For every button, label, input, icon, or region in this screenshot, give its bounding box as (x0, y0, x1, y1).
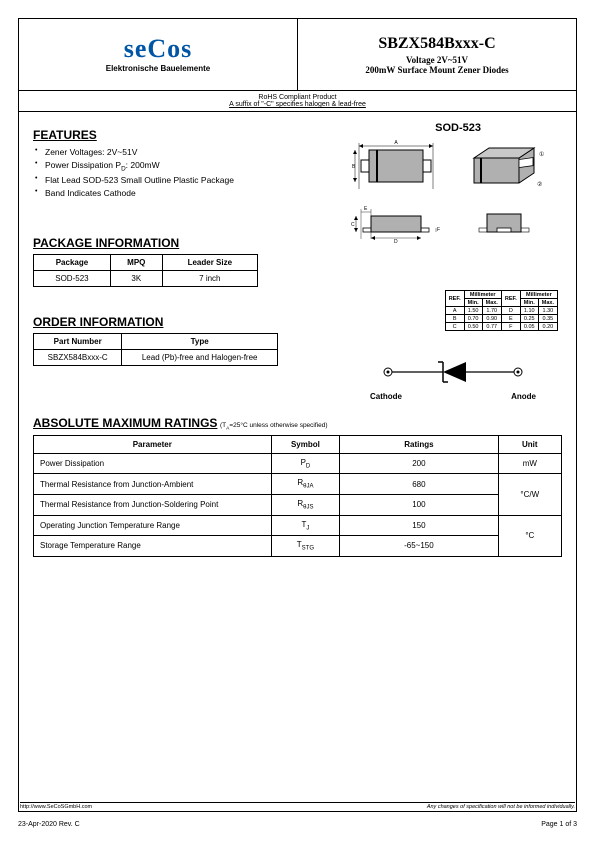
pkg-cell: 7 inch (162, 270, 257, 286)
header-row: seCos Elektronische Bauelemente SBZX584B… (19, 19, 576, 91)
dim-head: Max. (482, 299, 501, 307)
amr-cell: 100 (340, 494, 498, 515)
amr-cell: Thermal Resistance from Junction-Solderi… (34, 494, 272, 515)
amr-cell: °C/W (498, 474, 561, 515)
end-view-drawing (459, 204, 549, 260)
order-cell: SBZX584Bxxx-C (34, 349, 122, 365)
header-title-cell: SBZX584Bxxx-C Voltage 2V~51V 200mW Surfa… (298, 19, 576, 90)
sod-label: SOD-523 (435, 122, 481, 134)
order-cell: Lead (Pb)-free and Halogen-free (122, 349, 278, 365)
rohs-line1: RoHS Compliant Product (19, 94, 576, 101)
amr-cell: 200 (340, 453, 498, 474)
logo-subtitle: Elektronische Bauelemente (106, 64, 210, 73)
amr-cell: Operating Junction Temperature Range (34, 515, 272, 536)
amr-head: Ratings (340, 435, 498, 453)
anode-label: Anode (511, 392, 536, 401)
svg-text:F: F (437, 227, 440, 233)
svg-text:①: ① (539, 151, 544, 158)
cathode-label: Cathode (370, 392, 402, 401)
footer-row: http://www.SeCoSGmbH.com Any changes of … (20, 802, 575, 810)
amr-table: Parameter Symbol Ratings Unit Power Diss… (33, 435, 562, 557)
amr-cell: Storage Temperature Range (34, 536, 272, 557)
amr-cell: TSTG (271, 536, 340, 557)
order-head: Type (122, 333, 278, 349)
logo-text: seCos (124, 36, 193, 62)
amr-cell: 680 (340, 474, 498, 495)
svg-text:E: E (364, 206, 368, 212)
pkg-head: MPQ (110, 254, 162, 270)
pkg-cell: 3K (110, 270, 162, 286)
order-info-table: Part Number Type SBZX584Bxxx-C Lead (Pb)… (33, 333, 278, 366)
rohs-row: RoHS Compliant Product A suffix of "-C" … (19, 91, 576, 112)
amr-head: Parameter (34, 435, 272, 453)
package-drawings: A B ① ② (337, 138, 562, 270)
content-area: FEATURES Zener Voltages: 2V~51V Power Di… (19, 112, 576, 565)
dim-head: Min. (464, 299, 482, 307)
amr-cell: RθJS (271, 494, 340, 515)
amr-cell: Thermal Resistance from Junction-Ambient (34, 474, 272, 495)
dim-head: REF. (501, 291, 520, 307)
pkg-head: Leader Size (162, 254, 257, 270)
dim-head: Millimeter (464, 291, 501, 299)
iso-view-drawing: ① ② (459, 138, 549, 194)
amr-head: Symbol (271, 435, 340, 453)
amr-heading: ABSOLUTE MAXIMUM RATINGS (TA=25°C unless… (33, 416, 562, 431)
order-head: Part Number (34, 333, 122, 349)
page-number: Page 1 of 3 (541, 821, 577, 828)
svg-text:C: C (351, 222, 355, 228)
dim-head: Min. (520, 299, 538, 307)
page-border: seCos Elektronische Bauelemente SBZX584B… (18, 18, 577, 812)
bottom-row: 23-Apr-2020 Rev. C Page 1 of 3 (18, 821, 577, 828)
dim-head: REF. (445, 291, 464, 307)
amr-title: ABSOLUTE MAXIMUM RATINGS (33, 416, 217, 430)
schematic-symbol: Cathode Anode (358, 352, 548, 401)
rohs-line2: A suffix of "-C" specifies halogen & lea… (19, 101, 576, 108)
amr-cell: PD (271, 453, 340, 474)
amr-cell: 150 (340, 515, 498, 536)
svg-text:②: ② (537, 181, 542, 188)
amr-cell: mW (498, 453, 561, 474)
dim-head: Max. (538, 299, 557, 307)
voltage-line: Voltage 2V~51V (406, 55, 468, 65)
amr-head: Unit (498, 435, 561, 453)
side-view-drawing: C E F D (351, 204, 441, 260)
svg-text:A: A (394, 140, 398, 146)
footer-url: http://www.SeCoSGmbH.com (20, 804, 92, 810)
dimension-table: REF. Millimeter REF. Millimeter Min. Max… (445, 290, 558, 331)
amr-cell: -65~150 (340, 536, 498, 557)
amr-cell: RθJA (271, 474, 340, 495)
svg-text:D: D (394, 239, 398, 244)
pkg-cell: SOD-523 (34, 270, 111, 286)
amr-note: (TA=25°C unless otherwise specified) (220, 422, 328, 429)
description-line: 200mW Surface Mount Zener Diodes (365, 65, 508, 75)
amr-cell: TJ (271, 515, 340, 536)
footer-disclaimer: Any changes of specification will not be… (427, 804, 575, 810)
pkg-head: Package (34, 254, 111, 270)
amr-cell: °C (498, 515, 561, 556)
revision-date: 23-Apr-2020 Rev. C (18, 821, 80, 828)
dim-head: Millimeter (520, 291, 557, 299)
top-view-drawing: A B (351, 138, 441, 194)
part-number-title: SBZX584Bxxx-C (378, 35, 495, 53)
header-logo-cell: seCos Elektronische Bauelemente (19, 19, 298, 90)
package-info-table: Package MPQ Leader Size SOD-523 3K 7 inc… (33, 254, 258, 287)
svg-text:B: B (352, 164, 356, 170)
amr-cell: Power Dissipation (34, 453, 272, 474)
